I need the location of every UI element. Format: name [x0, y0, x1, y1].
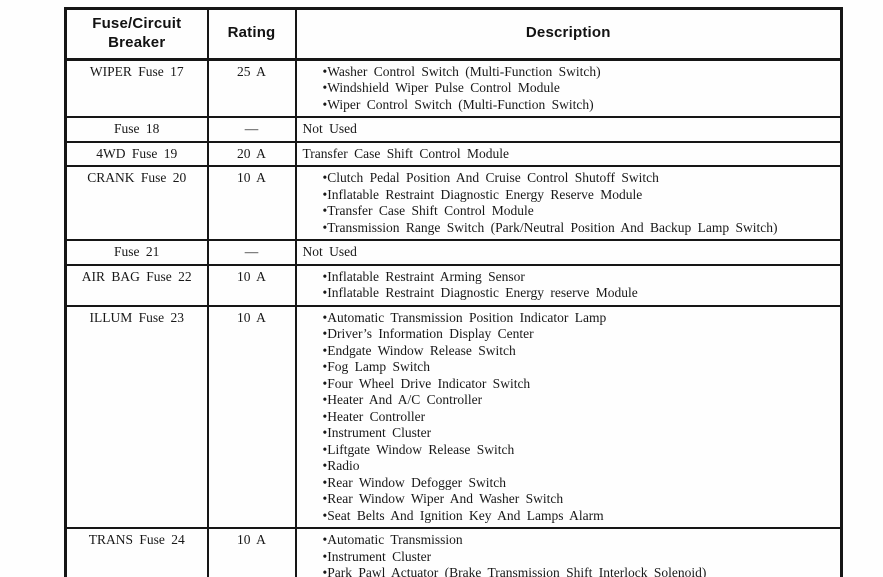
fuse-name-cell: CRANK Fuse 20 [64, 165, 209, 241]
rating-cell: — [206, 116, 297, 143]
fuse-name-cell: 4WD Fuse 19 [64, 140, 209, 167]
header-row: Fuse/Circuit Breaker Rating Description [64, 7, 843, 61]
description-cell: Washer Control Switch (Multi-Function Sw… [294, 58, 843, 118]
header-rating: Rating [206, 7, 297, 61]
description-cell: Automatic TransmissionInstrument Cluster… [294, 527, 843, 577]
description-item: Clutch Pedal Position And Cruise Control… [323, 170, 833, 187]
description-cell: Automatic Transmission Position Indicato… [294, 304, 843, 529]
description-cell: Not Used [294, 239, 843, 266]
table-row: Fuse 18— Not Used [64, 116, 843, 143]
description-item: Windshield Wiper Pulse Control Module [323, 80, 833, 97]
rating-cell: 10 A [206, 527, 297, 577]
description-item: Radio [323, 458, 833, 475]
rating-cell: 10 A [206, 263, 297, 307]
fuse-name-cell: TRANS Fuse 24 [64, 527, 209, 577]
rating-cell: 25 A [206, 58, 297, 118]
description-item: Heater Controller [323, 409, 833, 426]
description-item: Liftgate Window Release Switch [323, 442, 833, 459]
fuse-table-header: Fuse/Circuit Breaker Rating Description [64, 7, 843, 61]
description-item: Wiper Control Switch (Multi-Function Swi… [323, 97, 833, 114]
description-item: Seat Belts And Ignition Key And Lamps Al… [323, 508, 833, 525]
description-item: Instrument Cluster [323, 425, 833, 442]
description-item: Inflatable Restraint Diagnostic Energy r… [323, 285, 833, 302]
description-text: Transfer Case Shift Control Module [302, 145, 510, 161]
description-list: Washer Control Switch (Multi-Function Sw… [303, 64, 833, 114]
description-list: Clutch Pedal Position And Cruise Control… [303, 170, 833, 236]
rating-cell: 20 A [206, 140, 297, 167]
rating-cell: 10 A [206, 304, 297, 529]
description-item: Heater And A/C Controller [323, 392, 833, 409]
fuse-name-cell: AIR BAG Fuse 22 [64, 263, 209, 307]
description-item: Inflatable Restraint Diagnostic Energy R… [323, 187, 833, 204]
description-item: Transmission Range Switch (Park/Neutral … [323, 220, 833, 237]
header-description: Description [294, 7, 843, 61]
description-item: Four Wheel Drive Indicator Switch [323, 376, 833, 393]
description-item: Endgate Window Release Switch [323, 343, 833, 360]
description-item: Automatic Transmission [323, 532, 833, 549]
table-row: Fuse 21— Not Used [64, 239, 843, 266]
description-item: Automatic Transmission Position Indicato… [323, 310, 833, 327]
description-cell: Not Used [294, 116, 843, 143]
header-fuse-circuit-breaker: Fuse/Circuit Breaker [64, 7, 209, 61]
fuse-name-cell: Fuse 18 [64, 116, 209, 143]
description-cell: Transfer Case Shift Control Module [294, 140, 843, 167]
description-item: Park Pawl Actuator (Brake Transmission S… [323, 565, 833, 577]
description-item: Inflatable Restraint Arming Sensor [323, 269, 833, 286]
description-text: Not Used [302, 244, 357, 259]
description-item: Fog Lamp Switch [323, 359, 833, 376]
table-row: 4WD Fuse 19 20 A Transfer Case Shift Contr… [64, 140, 843, 167]
fuse-name-cell: ILLUM Fuse 23 [64, 304, 209, 529]
rating-cell: — [206, 239, 297, 266]
description-item: Washer Control Switch (Multi-Function Sw… [323, 64, 833, 81]
description-item: Rear Window Wiper And Washer Switch [323, 491, 833, 508]
description-item: Rear Window Defogger Switch [323, 475, 833, 492]
description-text: Not Used [302, 121, 357, 136]
description-item: Driver’s Information Display Center [323, 326, 833, 343]
description-list: Automatic Transmission Position Indicato… [303, 310, 833, 525]
description-list: Automatic TransmissionInstrument Cluster… [303, 532, 833, 577]
fuse-table: Fuse/Circuit Breaker Rating Description … [64, 7, 843, 577]
description-item: Instrument Cluster [323, 549, 833, 566]
description-item: Transfer Case Shift Control Module [323, 203, 833, 220]
description-list: Inflatable Restraint Arming SensorInflat… [303, 269, 833, 302]
description-cell: Clutch Pedal Position And Cruise Control… [294, 165, 843, 241]
rating-cell: 10 A [206, 165, 297, 241]
description-cell: Inflatable Restraint Arming SensorInflat… [294, 263, 843, 307]
fuse-name-cell: Fuse 21 [64, 239, 209, 266]
fuse-name-cell: WIPER Fuse 17 [64, 58, 209, 118]
